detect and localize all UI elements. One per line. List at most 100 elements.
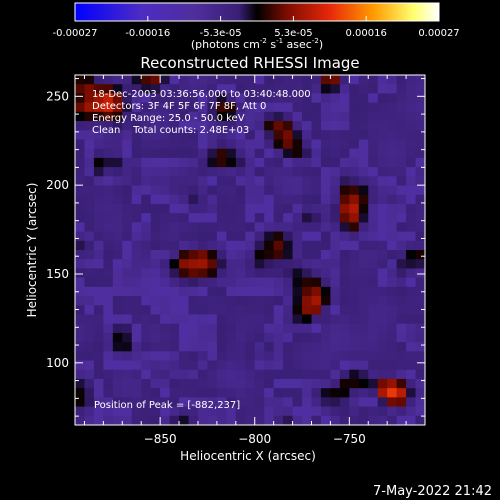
heatmap-cell — [197, 277, 209, 288]
heatmap-cell — [131, 111, 142, 122]
heatmap-cell — [387, 332, 398, 343]
heatmap-cell — [235, 250, 246, 260]
heatmap-cell — [207, 286, 218, 297]
heatmap-cell — [387, 75, 398, 85]
heatmap-cell — [254, 286, 265, 297]
heatmap-cell — [150, 369, 161, 380]
heatmap-cell — [245, 415, 256, 425]
heatmap-cell — [150, 296, 161, 306]
heatmap-cell — [396, 323, 407, 334]
heatmap-cell — [349, 415, 360, 425]
heatmap-cell — [179, 305, 190, 316]
heatmap-cell — [197, 139, 209, 150]
heatmap-cell — [339, 157, 350, 168]
y-tick-label: 150 — [46, 267, 69, 281]
heatmap-cell — [207, 231, 218, 242]
heatmap-cell — [216, 342, 227, 352]
heatmap-cell — [179, 250, 190, 260]
heatmap-cell — [368, 277, 379, 288]
heatmap-cell — [330, 250, 341, 260]
heatmap-cell — [103, 102, 114, 113]
heatmap-cell — [84, 406, 95, 417]
info-line-time: 18-Dec-2003 03:36:56.000 to 03:40:48.000 — [92, 89, 311, 100]
heatmap-cell — [292, 167, 303, 177]
heatmap-cell — [311, 296, 322, 306]
heatmap-cell — [207, 213, 218, 223]
heatmap-cell — [339, 240, 350, 251]
heatmap-cell — [292, 305, 303, 316]
heatmap-cell — [75, 277, 86, 288]
heatmap-cell — [330, 406, 341, 417]
heatmap-cell — [377, 314, 388, 325]
heatmap-cell — [273, 139, 284, 150]
heatmap-cell — [84, 305, 95, 316]
heatmap-cell — [254, 388, 265, 398]
heatmap-cell — [302, 213, 313, 223]
heatmap-cell — [330, 277, 341, 288]
heatmap-cell — [179, 240, 190, 251]
heatmap-cell — [264, 185, 275, 196]
heatmap-cell — [93, 332, 104, 343]
heatmap-cell — [188, 157, 199, 168]
heatmap-cell — [311, 102, 322, 113]
heatmap-cell — [103, 369, 114, 380]
heatmap-cell — [141, 342, 152, 352]
heatmap-cell — [254, 268, 265, 279]
heatmap-cell — [160, 194, 171, 205]
heatmap-cell — [75, 369, 86, 380]
heatmap-cell — [302, 286, 313, 297]
heatmap-cell — [197, 213, 209, 223]
heatmap-cell — [141, 84, 152, 95]
heatmap-cell — [349, 323, 360, 334]
heatmap-cell — [415, 185, 425, 196]
heatmap-cell — [112, 148, 123, 159]
heatmap-cell — [396, 194, 407, 205]
heatmap-cell — [103, 130, 114, 141]
heatmap-cell — [141, 240, 152, 251]
heatmap-cell — [131, 268, 142, 279]
heatmap-cell — [179, 286, 190, 297]
heatmap-cell — [160, 111, 171, 122]
heatmap-cell — [292, 360, 303, 371]
heatmap-cell — [273, 296, 284, 306]
heatmap-cell — [406, 305, 417, 316]
heatmap-cell — [216, 102, 227, 113]
heatmap-cell — [339, 231, 350, 242]
heatmap-cell — [387, 240, 398, 251]
heatmap-cell — [406, 397, 417, 408]
heatmap-cell — [406, 323, 417, 334]
heatmap-cell — [320, 388, 332, 398]
heatmap-cell — [103, 259, 114, 270]
heatmap-cell — [226, 332, 237, 343]
heatmap-cell — [358, 397, 369, 408]
heatmap-cell — [179, 176, 190, 187]
heatmap-cell — [320, 332, 332, 343]
heatmap-cell — [377, 111, 388, 122]
heatmap-cell — [387, 378, 398, 389]
heatmap-cell — [320, 305, 332, 316]
heatmap-cell — [122, 84, 133, 95]
heatmap-cell — [84, 378, 95, 389]
heatmap-cell — [368, 213, 379, 223]
heatmap-cell — [207, 351, 218, 362]
heatmap-cell — [396, 213, 407, 223]
heatmap-cell — [112, 388, 123, 398]
heatmap-cell — [406, 176, 417, 187]
heatmap-cell — [150, 314, 161, 325]
heatmap-cell — [330, 286, 341, 297]
heatmap-cell — [415, 360, 425, 371]
heatmap-cell — [264, 130, 275, 141]
heatmap-cell — [207, 222, 218, 233]
heatmap-cell — [339, 314, 350, 325]
heatmap-cell — [150, 240, 161, 251]
heatmap-cell — [226, 378, 237, 389]
heatmap-cell — [339, 130, 350, 141]
heatmap-cell — [150, 415, 161, 425]
heatmap-cell — [387, 305, 398, 316]
heatmap-cell — [415, 75, 425, 85]
heatmap-cell — [254, 203, 265, 214]
heatmap-cell — [103, 415, 114, 425]
heatmap-cell — [93, 148, 104, 159]
heatmap-cell — [302, 176, 313, 187]
heatmap-cell — [320, 130, 332, 141]
